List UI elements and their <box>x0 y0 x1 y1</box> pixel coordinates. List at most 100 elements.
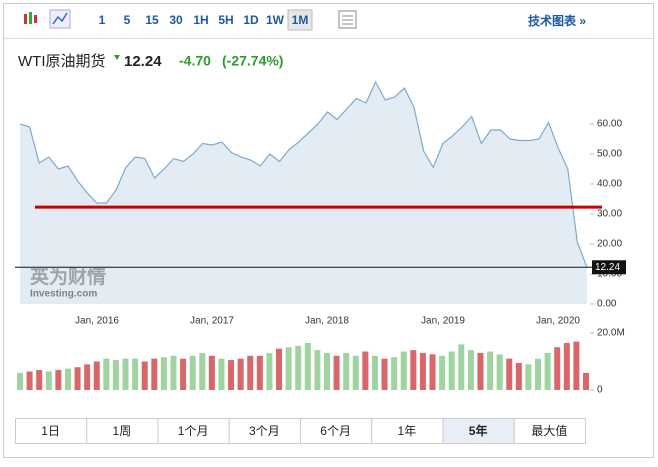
volume-bar <box>237 358 244 390</box>
volume-bar <box>573 341 580 390</box>
interval-button[interactable]: 1 <box>99 13 106 27</box>
interval-button[interactable]: 5 <box>124 13 131 27</box>
period-label: 1年 <box>398 424 417 438</box>
interval-label: 1H <box>193 13 208 27</box>
volume-bar <box>295 345 302 390</box>
x-tick-label: Jan, 2018 <box>305 316 349 327</box>
volume-bar <box>141 361 148 390</box>
period-button[interactable]: 1个月 <box>157 418 230 444</box>
volume-bar <box>189 355 196 390</box>
volume-bar <box>285 347 292 390</box>
x-tick-label: Jan, 2017 <box>190 316 234 327</box>
volume-bar <box>563 342 570 390</box>
watermark: 英为财情 <box>30 265 106 288</box>
period-button[interactable]: 1日 <box>15 418 88 444</box>
volume-bar <box>36 370 43 390</box>
volume-bar <box>132 358 139 390</box>
volume-bar <box>323 352 330 390</box>
period-button[interactable]: 1年 <box>371 418 444 444</box>
volume-bar <box>314 350 321 390</box>
period-label: 5年 <box>469 423 488 438</box>
volume-bar <box>26 371 33 390</box>
period-button[interactable]: 6个月 <box>300 418 373 444</box>
interval-button[interactable]: 15 <box>145 13 159 27</box>
interval-label: 5H <box>218 13 233 27</box>
interval-label: 1W <box>266 13 285 27</box>
volume-bar <box>410 350 417 390</box>
period-button[interactable]: 最大值 <box>513 418 586 444</box>
volume-bar <box>477 352 484 390</box>
y-tick-label: 30.00 <box>597 209 622 220</box>
period-bg <box>228 418 301 444</box>
period-bg <box>513 418 586 444</box>
volume-bar <box>400 351 407 390</box>
volume-bar <box>84 364 91 390</box>
volume-bar <box>247 355 254 390</box>
volume-bar <box>439 355 446 390</box>
volume-bar <box>93 361 100 390</box>
volume-bar <box>256 355 263 390</box>
period-button[interactable]: 1周 <box>86 418 159 444</box>
period-bg <box>371 418 444 444</box>
period-label: 3个月 <box>249 424 280 438</box>
interval-button[interactable]: 1M <box>287 9 313 31</box>
candle-icon[interactable] <box>24 12 37 24</box>
volume-bar <box>352 355 359 390</box>
interval-button[interactable]: 1H <box>193 13 208 27</box>
instrument-name: WTI原油期货 <box>18 53 106 70</box>
last-price-box <box>592 260 626 275</box>
period-label: 6个月 <box>320 424 351 438</box>
volume-bar <box>199 352 206 390</box>
interval-button[interactable]: 30 <box>169 13 183 27</box>
volume-bar <box>64 368 71 390</box>
interval-label: 1M <box>292 13 309 27</box>
volume-bar <box>381 358 388 390</box>
x-tick-label: Jan, 2016 <box>75 316 119 327</box>
volume-bar <box>515 362 522 390</box>
volume-bar <box>554 347 561 390</box>
volume-bar <box>228 360 235 390</box>
period-label: 1周 <box>113 424 132 438</box>
volume-bar <box>487 351 494 390</box>
x-tick-label: Jan, 2020 <box>536 316 580 327</box>
interval-button[interactable]: 5H <box>218 13 233 27</box>
period-button[interactable]: 3个月 <box>228 418 301 444</box>
volume-bar <box>467 350 474 390</box>
period-label: 1日 <box>41 424 60 438</box>
volume-bar <box>151 358 158 390</box>
period-label: 最大值 <box>531 423 567 438</box>
line-chart-icon[interactable] <box>49 9 71 29</box>
volume-bar <box>448 351 455 390</box>
change-percent: (-27.74%) <box>222 53 283 69</box>
technical-chart-link[interactable]: 技术图表 » <box>528 13 586 28</box>
indicator-icon[interactable] <box>338 10 357 29</box>
volume-bar <box>525 364 532 390</box>
volume-bar <box>429 354 436 390</box>
volume-bar <box>160 357 167 390</box>
volume-bar <box>343 352 350 390</box>
price-line <box>19 80 588 268</box>
volume-bar <box>112 360 119 390</box>
volume-bar <box>276 348 283 390</box>
volume-bar <box>583 372 589 390</box>
volume-bar <box>17 372 23 390</box>
down-arrow <box>114 55 120 60</box>
y-tick-label: 50.00 <box>597 149 622 160</box>
interval-button[interactable]: 1D <box>243 13 259 27</box>
volume-bar <box>496 354 503 390</box>
price-area <box>20 82 587 304</box>
interval-button[interactable]: 1W <box>266 13 285 27</box>
volume-bar <box>419 352 426 390</box>
volume-bar <box>180 358 187 390</box>
volume-bar <box>391 357 398 390</box>
volume-bar <box>362 351 369 390</box>
change: -4.70 <box>179 53 211 69</box>
volume-bar <box>122 358 129 390</box>
y-tick-label: 0 <box>597 385 603 396</box>
volume-bar <box>74 367 81 390</box>
volume-bar <box>371 355 378 390</box>
period-button[interactable]: 5年 <box>442 418 515 444</box>
interval-label: 5 <box>124 13 131 27</box>
y-tick-label: 40.00 <box>597 179 622 190</box>
